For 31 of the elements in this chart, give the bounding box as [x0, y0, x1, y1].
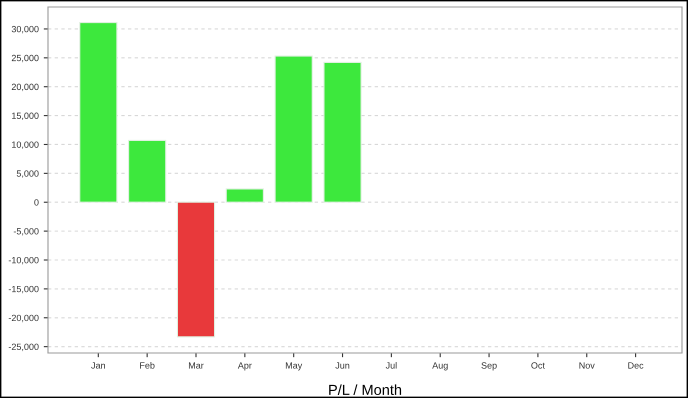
x-tick-label: Jul: [386, 362, 397, 369]
bar: [176, 202, 216, 338]
y-tick-label: 10,000: [12, 141, 39, 149]
y-tick-label: 5,000: [16, 170, 39, 178]
y-tick-label: 25,000: [12, 54, 39, 62]
bar: [274, 56, 313, 203]
bar: [226, 188, 264, 203]
x-tick-label: Oct: [531, 362, 545, 369]
x-tick-label: Feb: [140, 362, 155, 369]
x-tick-label: May: [286, 362, 302, 370]
x-tick-label: Dec: [628, 362, 644, 369]
y-tick-label: -15,000: [8, 286, 39, 294]
x-tick-label: Apr: [238, 362, 252, 370]
x-axis-title: P/L / Month: [329, 384, 402, 396]
x-tick-label: Jan: [91, 362, 105, 369]
y-tick-label: -10,000: [8, 256, 39, 264]
y-tick-label: -20,000: [8, 314, 39, 322]
y-tick-label: 30,000: [12, 26, 39, 34]
bar: [79, 22, 118, 203]
y-tick-label: -25,000: [8, 344, 39, 352]
x-tick-label: Mar: [188, 362, 204, 369]
y-tick-label: 15,000: [12, 112, 39, 120]
x-tick-label: Aug: [432, 362, 448, 370]
bar: [128, 140, 166, 203]
x-tick-label: Nov: [579, 362, 595, 369]
y-tick-label: -5,000: [14, 228, 39, 236]
x-tick-label: Jun: [335, 362, 350, 369]
y-tick-label: 0: [34, 199, 39, 206]
x-tick-label: Sep: [481, 362, 497, 370]
bar: [323, 62, 362, 203]
y-tick-label: 20,000: [12, 84, 39, 92]
